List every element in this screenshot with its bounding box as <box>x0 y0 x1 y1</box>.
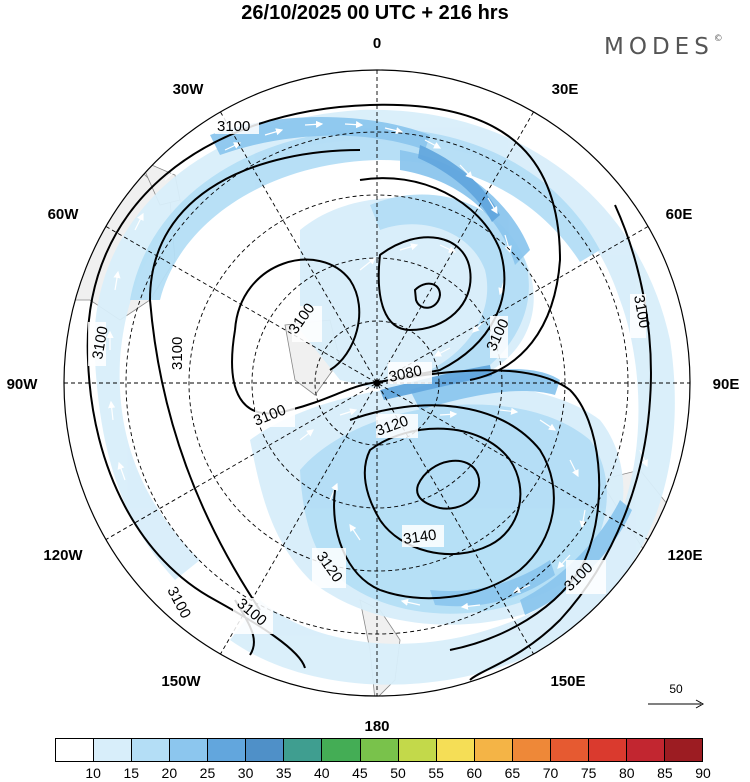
colorbar-tick-label: 35 <box>275 765 292 781</box>
colorbar-swatch <box>398 739 437 761</box>
contour-label: 3100 <box>217 118 250 135</box>
colorbar-tick-label: 90 <box>695 765 711 781</box>
graticule <box>64 70 690 696</box>
colorbar-swatch <box>94 739 133 761</box>
colorbar-swatch <box>550 739 589 761</box>
colorbar-tick-label: 55 <box>428 765 444 781</box>
contour-label: 3140 <box>402 526 437 547</box>
lon-label-60w: 60W <box>48 206 80 223</box>
colorbar-swatch <box>436 739 475 761</box>
colorbar-tick-label: 25 <box>199 765 216 781</box>
colorbar-swatch <box>132 739 171 761</box>
colorbar-tick-label: 20 <box>161 765 178 781</box>
copyright-mark: © <box>713 34 723 44</box>
colorbar-tick-label: 75 <box>580 765 597 781</box>
colorbar-tick-label: 60 <box>466 765 483 781</box>
reference-vector-label: 50 <box>669 682 683 696</box>
colorbar-swatch <box>665 739 703 761</box>
reference-arrow-head <box>695 699 705 709</box>
lon-label-60e: 60E <box>666 206 693 223</box>
longitude-labels: 0 30E 60E 90E 120E 150E 180 150W 120W 90… <box>7 35 740 735</box>
colorbar-swatch <box>246 739 285 761</box>
colorbar-tick-label: 15 <box>123 765 140 781</box>
lon-label-150e: 150E <box>550 673 585 690</box>
colorbar-swatch <box>208 739 247 761</box>
colorbar-swatch <box>512 739 551 761</box>
lon-label-90e: 90E <box>713 376 740 393</box>
colorbar-tick-label: 40 <box>314 765 330 781</box>
contour-label: 3100 <box>89 325 112 361</box>
colorbar-tick-label: 50 <box>390 765 406 781</box>
colorbar-swatch <box>360 739 399 761</box>
colorbar-swatch <box>474 739 513 761</box>
brand-name: MODES <box>604 34 714 60</box>
colorbar-tick-label: 85 <box>657 765 673 781</box>
colorbar <box>55 738 703 762</box>
lon-label-120e: 120E <box>667 547 702 564</box>
lon-label-30w: 30W <box>173 81 205 98</box>
map-boundary <box>63 69 691 697</box>
contour-label: 3100 <box>630 294 653 330</box>
colorbar-tick-label: 65 <box>504 765 521 781</box>
lon-label-120w: 120W <box>43 547 83 564</box>
colorbar-tick-label: 45 <box>352 765 368 781</box>
colorbar-swatch <box>284 739 323 761</box>
lon-label-150w: 150W <box>161 673 201 690</box>
contour-label: 3080 <box>387 362 423 386</box>
colorbar-ticks: 10 15 20 25 30 35 40 45 50 55 60 65 70 75 80 85 90 <box>55 765 710 781</box>
colorbar-tick-label: 30 <box>237 765 254 781</box>
brand-logo: MODES© <box>604 34 723 60</box>
colorbar-swatch <box>626 739 665 761</box>
contour-label-group: 3100 3100 3100 3100 3100 3100 3100 3100 … <box>88 118 653 634</box>
colorbar-tick-label: 10 <box>85 765 101 781</box>
reference-vector: 50 <box>648 682 705 709</box>
map-disk: 3100 3100 3100 3100 3100 3100 3100 3100 … <box>64 70 690 696</box>
lon-label-90w: 90W <box>7 376 39 393</box>
colorbar-swatch <box>170 739 209 761</box>
lon-label-30e: 30E <box>552 81 579 98</box>
lon-label-180: 180 <box>364 718 389 735</box>
colorbar-swatch <box>56 739 95 761</box>
map-title: 26/10/2025 00 UTC + 216 hrs <box>241 2 509 24</box>
polar-map: 3100 3100 3100 3100 3100 3100 3100 3100 … <box>7 35 740 735</box>
lon-label-0: 0 <box>373 35 381 52</box>
colorbar-tick-label: 70 <box>542 765 559 781</box>
colorbar-swatch <box>588 739 627 761</box>
colorbar-swatch <box>322 739 361 761</box>
contour-label: 3100 <box>169 337 186 370</box>
colorbar-tick-label: 80 <box>618 765 635 781</box>
